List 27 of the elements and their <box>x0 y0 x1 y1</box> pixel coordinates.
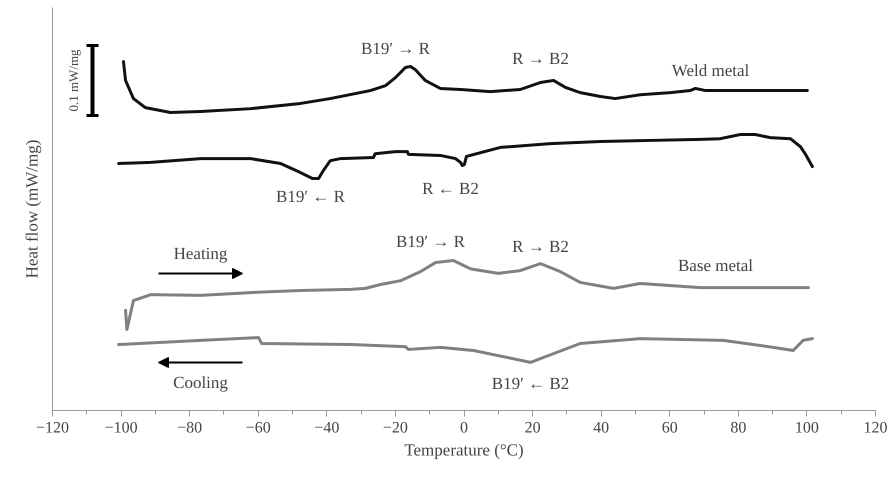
y-axis-title: Heat flow (mW/mg) <box>22 140 42 278</box>
annotation: B19′ → R <box>396 232 466 251</box>
x-tick-label: 80 <box>730 420 746 436</box>
annotation: R → B2 <box>512 237 569 256</box>
annotation: Heating <box>174 244 228 263</box>
annotation: R ← B2 <box>422 179 479 198</box>
annotation: Weld metal <box>672 61 750 80</box>
x-tick-label: −120 <box>36 420 70 436</box>
annotation: Cooling <box>173 373 228 392</box>
x-tick-label: −20 <box>382 420 408 436</box>
x-tick-label: 100 <box>794 420 819 436</box>
x-tick-label: 40 <box>593 420 610 436</box>
x-tick-label: −40 <box>314 420 340 436</box>
x-tick-label: 120 <box>864 420 888 436</box>
annotation: 0.1 mW/mg <box>66 48 81 112</box>
annotation: Base metal <box>678 256 754 275</box>
x-tick-label: 20 <box>524 420 541 436</box>
annotation: B19′ ← B2 <box>492 374 570 393</box>
text: B19′ → R <box>361 39 431 58</box>
x-tick-label: 60 <box>662 420 678 436</box>
annotation: R → B2 <box>512 49 569 68</box>
x-tick-label: −100 <box>104 420 138 436</box>
x-axis-title: Temperature (°C) <box>404 440 524 460</box>
x-tick-label: 0 <box>460 420 468 436</box>
x-tick-label: −60 <box>246 420 271 436</box>
annotation: B19′ ← R <box>276 187 346 206</box>
x-tick-label: −80 <box>177 420 202 436</box>
